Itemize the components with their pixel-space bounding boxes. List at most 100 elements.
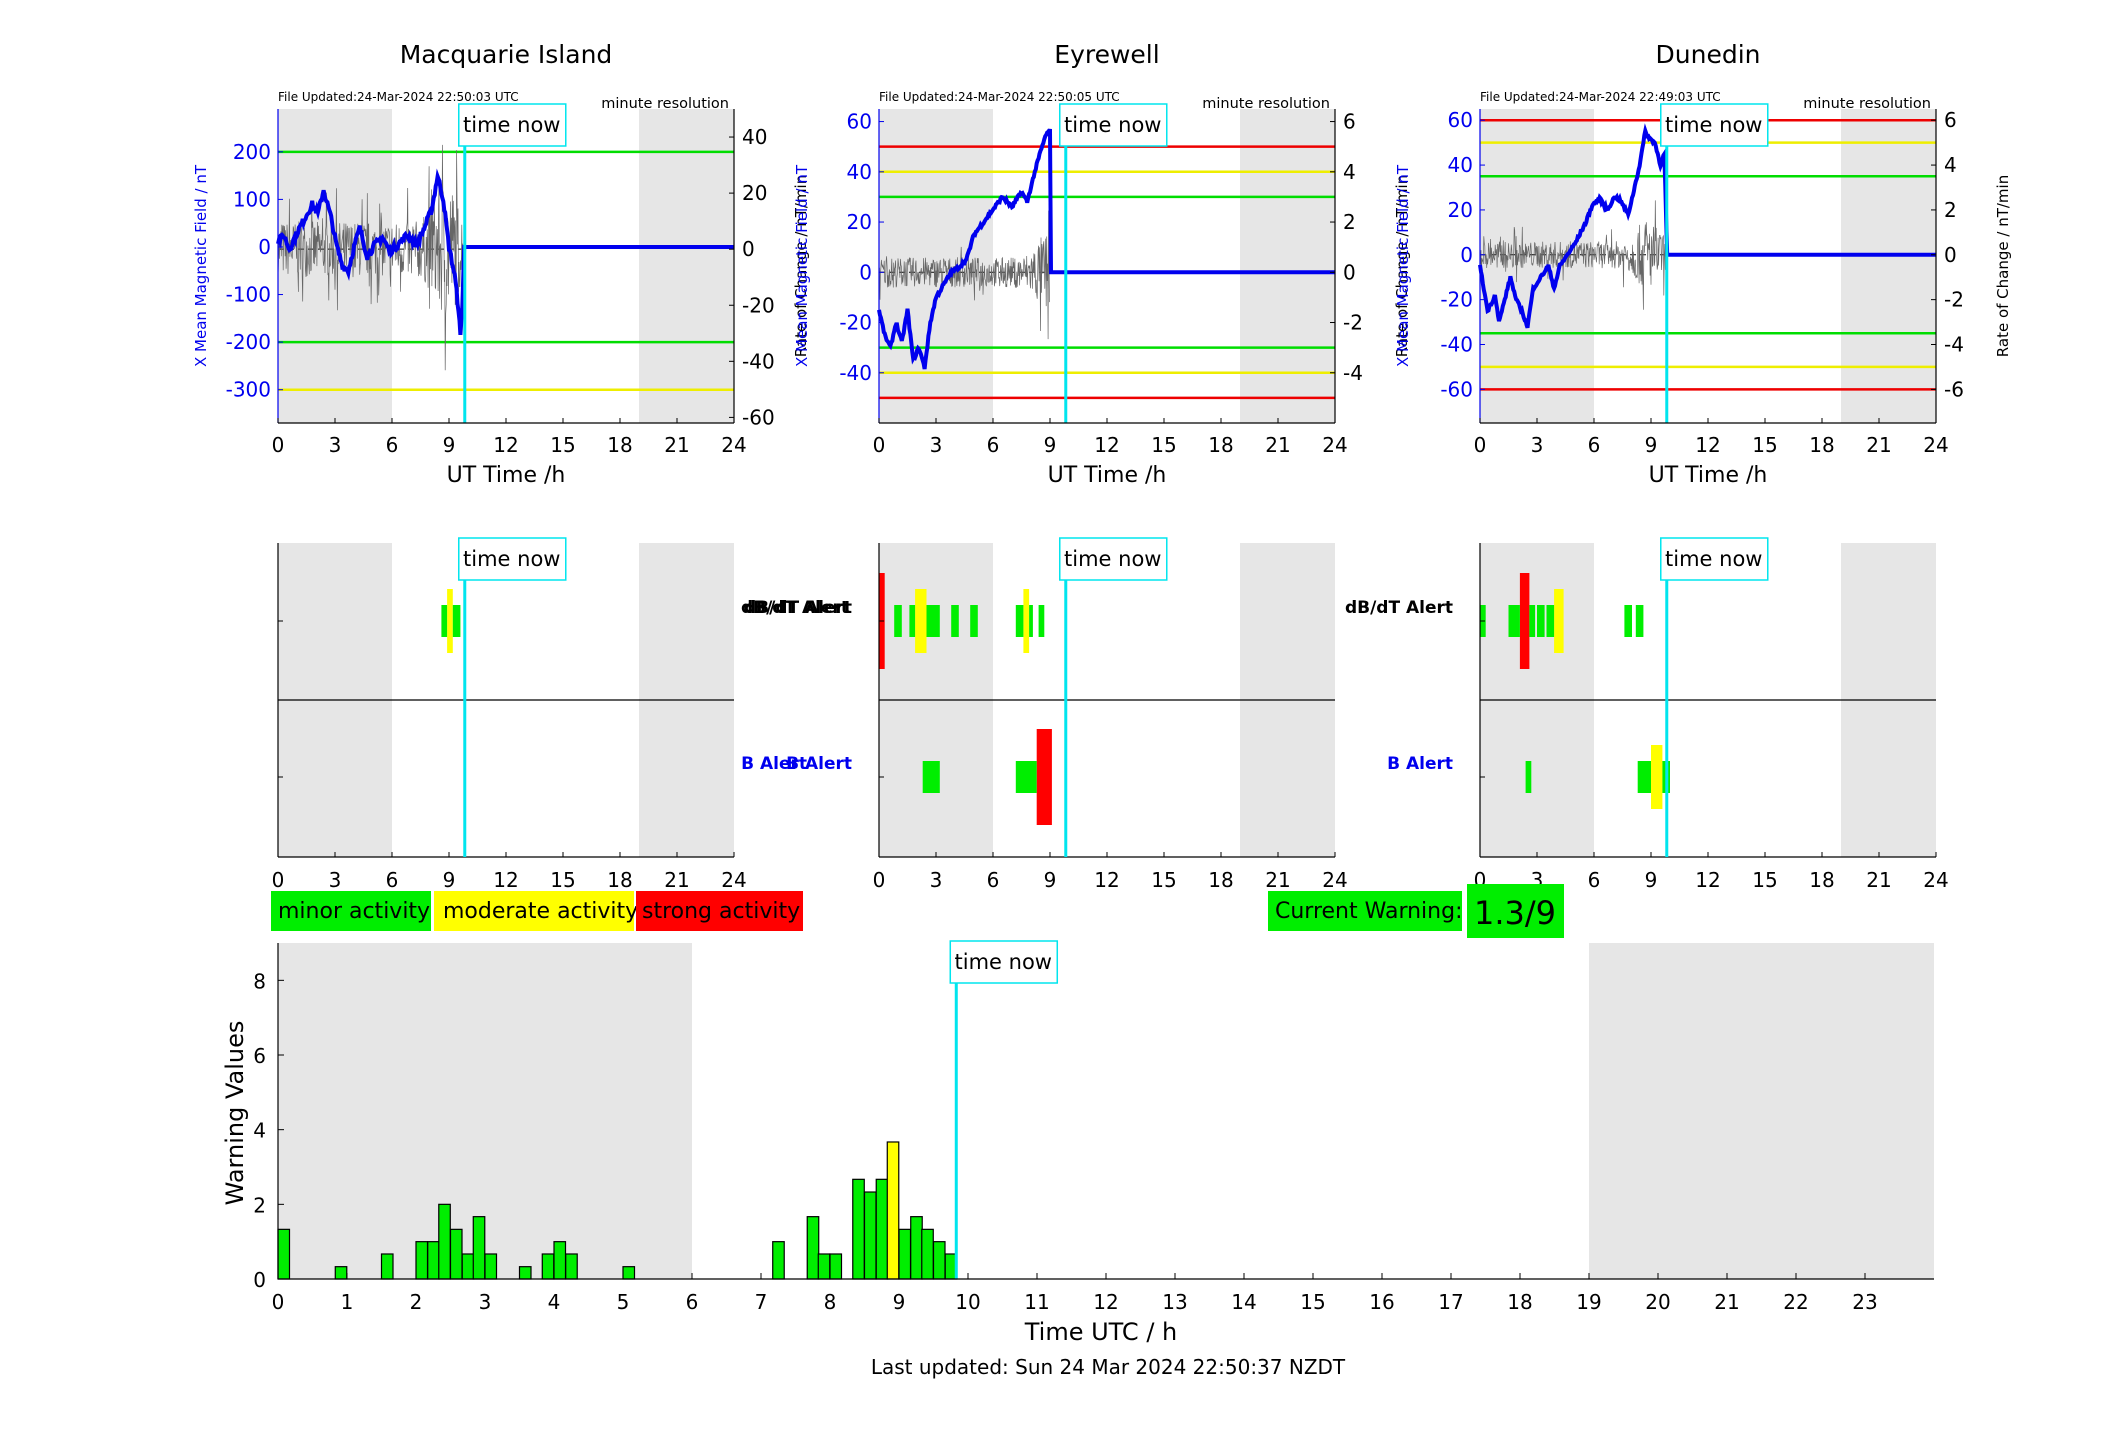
current-warning-value: 1.3/9 [1474, 894, 1556, 932]
warning-bar [427, 1241, 440, 1280]
file-updated-text: File Updated:24-Mar-2024 22:50:03 UTC [278, 90, 519, 104]
dbdt-alert-bar [1015, 605, 1024, 637]
warning-bar [863, 1191, 877, 1280]
y-tick-label: 8 [253, 969, 266, 993]
x-tick-label: 18 [607, 433, 632, 457]
time-now-box [458, 103, 567, 147]
dbdt-alert-bar [1023, 589, 1030, 653]
right-tick-label: -6 [1944, 377, 1964, 401]
time-now-label: time now [1064, 547, 1161, 571]
resolution-text: minute resolution [1202, 96, 1330, 112]
left-tick-label: -20 [839, 311, 872, 335]
warning-bar [518, 1266, 532, 1280]
station-title: Macquarie Island [400, 40, 613, 69]
warning-bar [772, 1241, 785, 1280]
x-tick-label: 6 [987, 433, 1000, 457]
warning-bar [541, 1253, 555, 1280]
right-tick-label: 0 [742, 237, 755, 261]
current-warning: Current Warning: 1.3/9 [1268, 884, 1564, 938]
warning-bar [334, 1266, 348, 1280]
left-tick-label: 20 [847, 210, 872, 234]
x-tick-label: 21 [1714, 1290, 1739, 1314]
time-now-box [458, 537, 567, 581]
b-alert-bar [1525, 761, 1532, 793]
x-tick-label: 18 [1208, 433, 1233, 457]
left-tick-label: 40 [1448, 153, 1473, 177]
x-tick-label: 3 [329, 433, 342, 457]
x-tick-label: 3 [479, 1290, 492, 1314]
current-warning-value-box [1467, 884, 1564, 938]
x-tick-label: 9 [443, 433, 456, 457]
x-tick-label: 5 [617, 1290, 630, 1314]
x-tick-label: 24 [1322, 868, 1347, 892]
left-tick-label: -100 [226, 283, 271, 307]
dbdt-alert-bar [1546, 605, 1555, 637]
x-tick-label: 12 [1695, 433, 1720, 457]
warning-bar [449, 1228, 463, 1280]
right-axis-label: Rate of Change / nT/min [1994, 175, 2012, 357]
x-tick-label: 18 [1208, 868, 1233, 892]
x-tick-label: 15 [550, 433, 575, 457]
y-tick-label: 2 [253, 1193, 266, 1217]
night-shade [639, 109, 734, 423]
dbdt-alert-bar [1029, 605, 1033, 637]
station-title: Eyrewell [1054, 40, 1159, 69]
b-alert-label: B Alert [741, 754, 807, 774]
b-alert-bar [922, 761, 940, 793]
x-tick-label: 18 [1507, 1290, 1532, 1314]
left-tick-label: -300 [226, 378, 271, 402]
left-tick-label: 0 [1460, 243, 1473, 267]
right-tick-label: -60 [742, 405, 775, 429]
right-axis-label: Rate of Change / nT/min [1393, 175, 1411, 357]
x-tick-label: 21 [1265, 868, 1290, 892]
x-tick-label: 15 [1151, 868, 1176, 892]
dbdt-alert-bar [1529, 605, 1536, 637]
right-tick-label: -20 [742, 293, 775, 317]
left-tick-label: 60 [847, 110, 872, 134]
x-tick-label: 9 [1645, 433, 1658, 457]
night-shade [1240, 109, 1335, 423]
time-now-box [949, 940, 1059, 984]
x-tick-label: 12 [1695, 868, 1720, 892]
x-tick-label: 12 [1094, 868, 1119, 892]
x-tick-label: 21 [1866, 433, 1891, 457]
x-axis-label: UT Time /h [1649, 463, 1768, 488]
b-alert-bar [1637, 761, 1651, 793]
x-tick-label: 0 [272, 868, 285, 892]
x-tick-label: 8 [824, 1290, 837, 1314]
x-tick-label: 21 [1265, 433, 1290, 457]
dbdt-alert-bar [915, 589, 927, 653]
dbdt-alert-bar [1624, 605, 1632, 637]
x-tick-label: 15 [550, 868, 575, 892]
mean-field-trace [1478, 123, 1936, 329]
warning-bar [817, 1253, 831, 1280]
x-tick-label: 24 [721, 868, 746, 892]
current-warning-label: Current Warning: [1275, 899, 1462, 924]
left-tick-label: 0 [258, 235, 271, 259]
x-tick-label: 9 [1044, 868, 1057, 892]
right-tick-label: -4 [1944, 333, 1964, 357]
legend-strong-swatch [636, 891, 803, 931]
x-tick-label: 2 [410, 1290, 423, 1314]
left-tick-label: 200 [233, 140, 271, 164]
right-tick-label: 40 [742, 125, 767, 149]
file-updated-text: File Updated:24-Mar-2024 22:49:03 UTC [1480, 90, 1721, 104]
x-tick-label: 9 [1645, 868, 1658, 892]
time-now-box [1059, 103, 1168, 147]
dbdt-alert-bar [951, 605, 959, 637]
b-alert-label: B Alert [1387, 754, 1453, 774]
night-shade [278, 109, 392, 423]
dbdt-alert-bar [970, 605, 978, 637]
x-tick-label: 9 [443, 868, 456, 892]
x-tick-label: 6 [386, 433, 399, 457]
x-tick-label: 19 [1576, 1290, 1601, 1314]
left-axis-label: X Mean Magnetic Field / nT [1394, 164, 1412, 367]
x-tick-label: 17 [1438, 1290, 1463, 1314]
time-now-label: time now [1665, 113, 1762, 137]
left-tick-label: -60 [1440, 377, 1473, 401]
left-tick-label: 40 [847, 160, 872, 184]
warning-bar [565, 1253, 578, 1280]
dbdt-alert-bar [1038, 605, 1045, 637]
right-tick-label: -4 [1343, 361, 1363, 385]
